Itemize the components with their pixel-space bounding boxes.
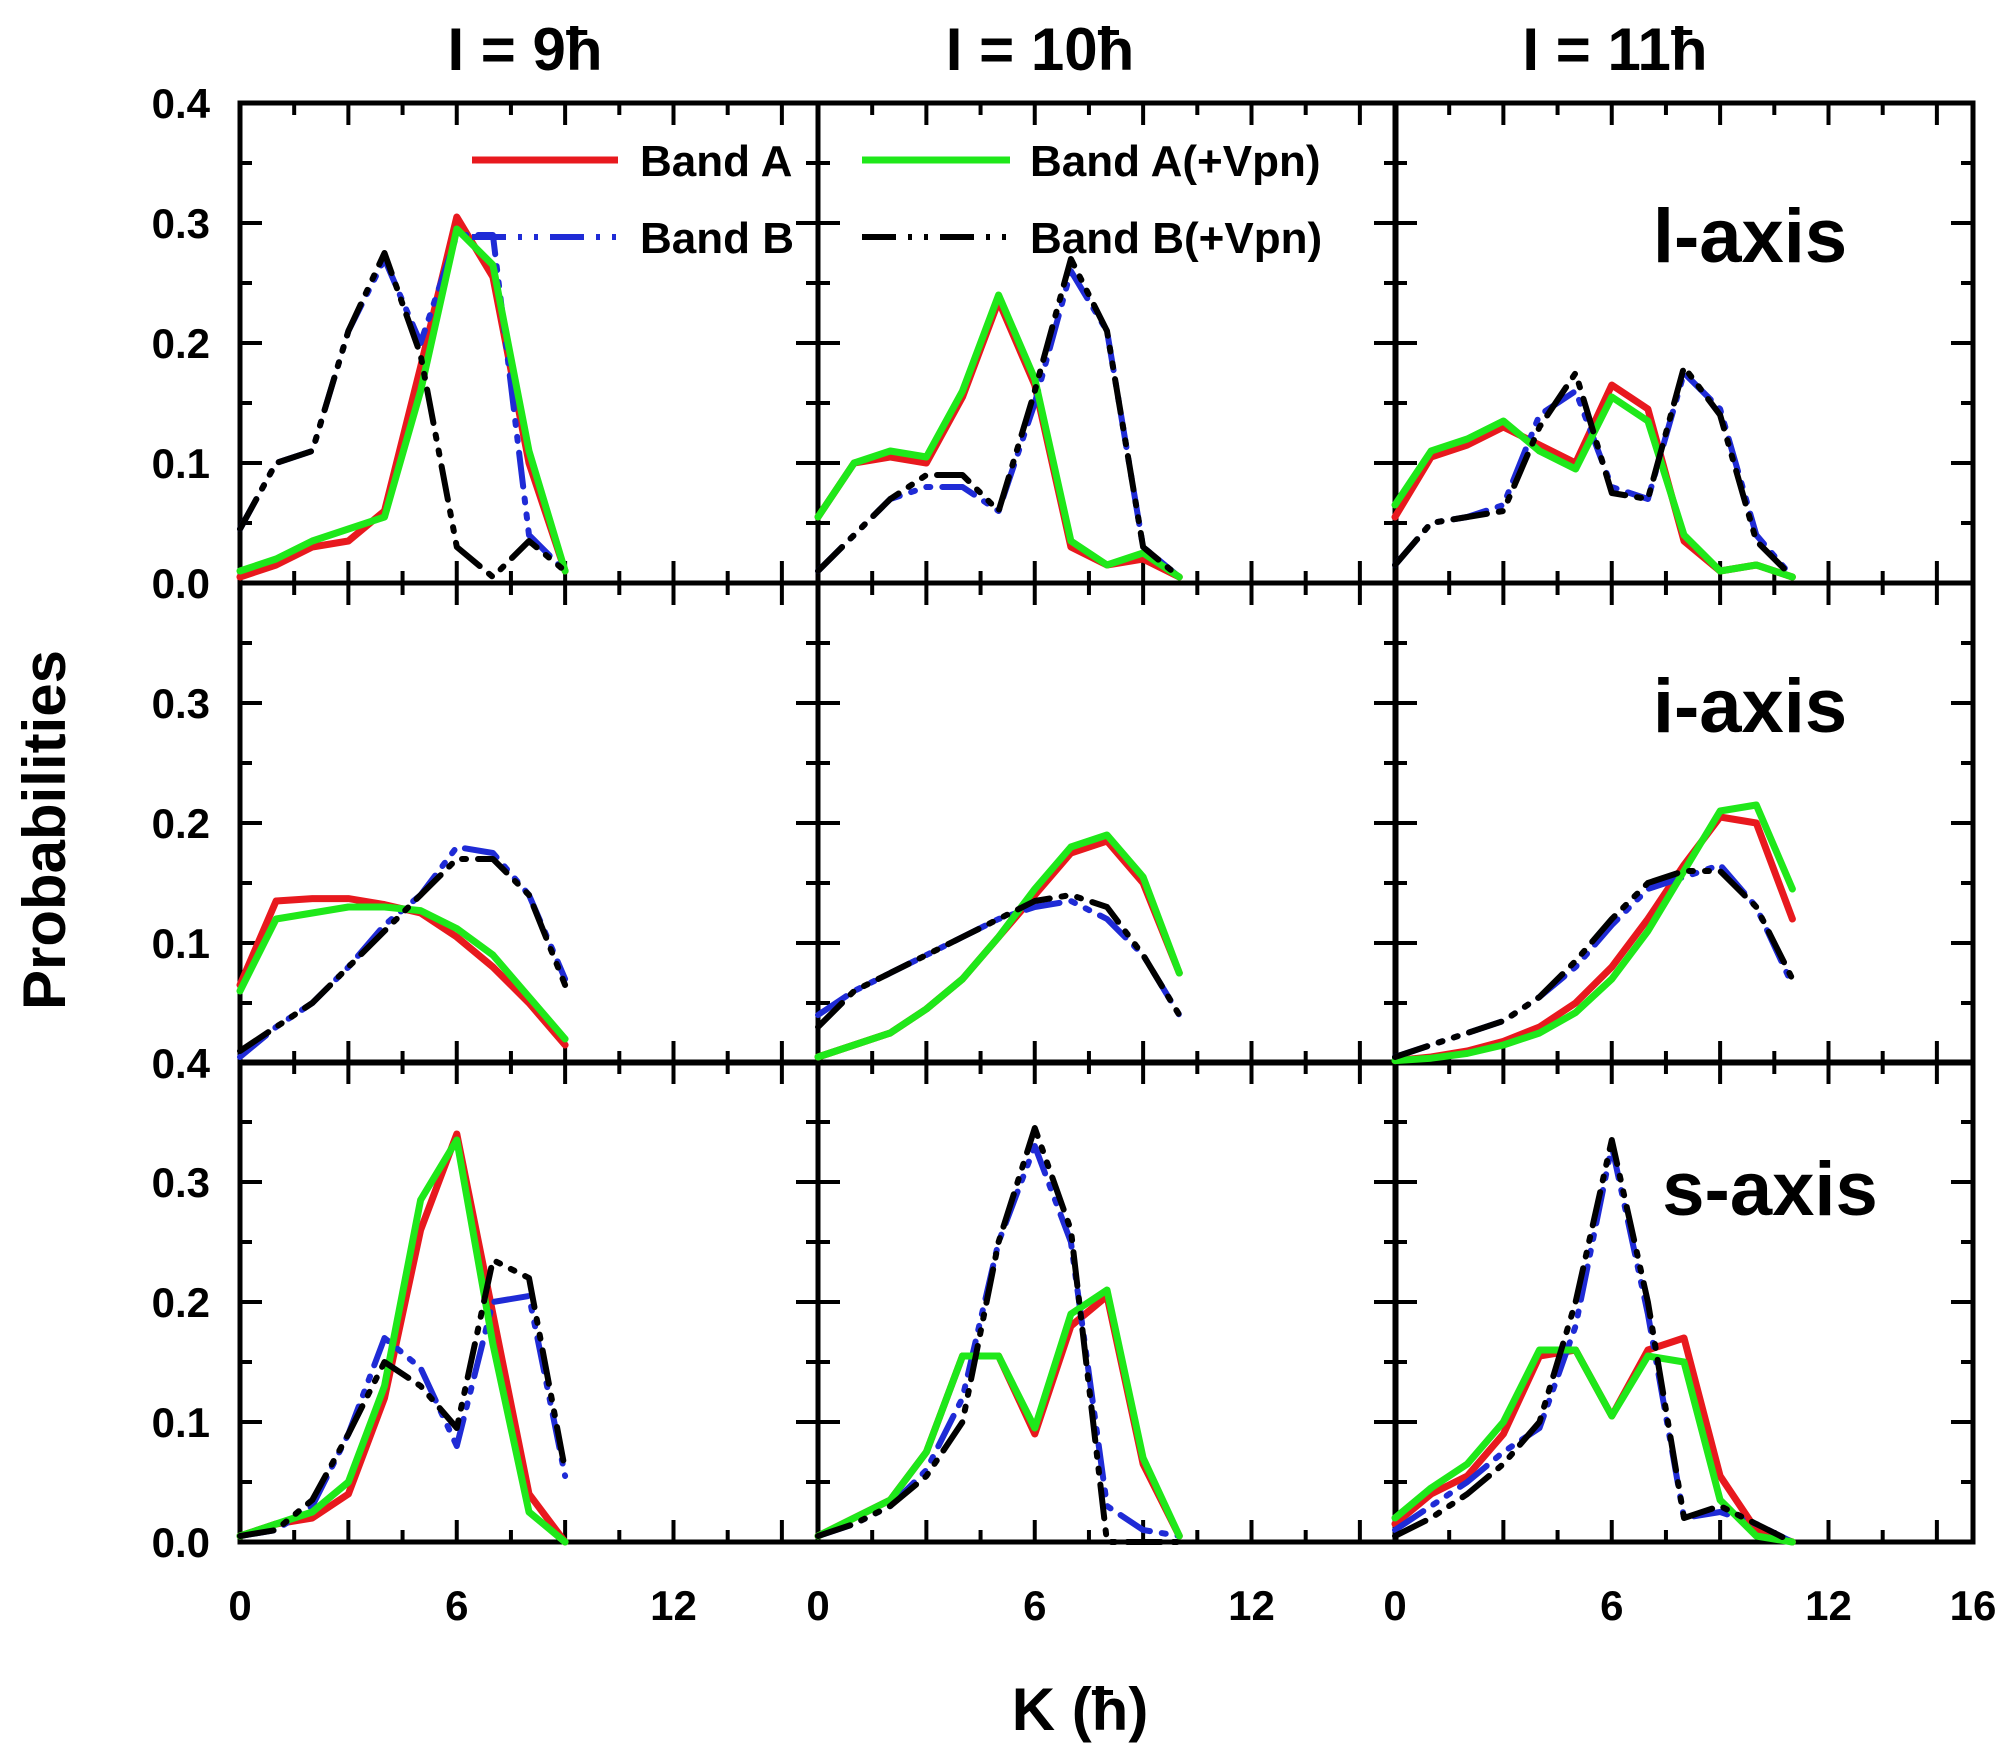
series-line-band-b-vpn--r2c0 — [237, 1257, 569, 1539]
y-tick-label: 0.2 — [152, 800, 210, 847]
series-line-band-b-vpn--r2c2 — [1392, 1137, 1796, 1545]
series-line-band-b-r1c2 — [1392, 862, 1796, 1060]
series-line-band-a-vpn--r2c0 — [236, 1136, 569, 1546]
y-tick-label: 0.4 — [152, 80, 211, 127]
x-tick-label: 16 — [1950, 1582, 1997, 1629]
column-title-1: I = 9ħ — [447, 16, 602, 83]
x-tick-label: 0 — [228, 1582, 251, 1629]
series-line-band-a-vpn--r0c0 — [236, 225, 569, 575]
x-axis-label: K (ħ) — [1012, 1676, 1149, 1743]
series-line-band-b-vpn--r1c1 — [815, 892, 1183, 1030]
series-line-band-a-vpn--r1c0 — [236, 903, 569, 1043]
y-tick-label: 0.3 — [152, 200, 210, 247]
y-tick-label: 0.2 — [152, 1279, 210, 1326]
y-tick-label: 0.4 — [152, 1040, 211, 1087]
y-tick-label: 0.1 — [152, 1399, 210, 1446]
x-tick-label: 6 — [445, 1582, 468, 1629]
series-line-band-b-vpn--r0c1 — [815, 256, 1183, 580]
row-label-i-axis: i-axis — [1653, 664, 1847, 749]
series-line-band-a-r2c1 — [814, 1292, 1183, 1540]
series-line-band-a-vpn--r0c1 — [814, 291, 1183, 581]
series-line-band-b-r1c1 — [815, 898, 1183, 1018]
y-tick-label: 0.0 — [152, 560, 210, 607]
chart-marks: 0.0 0.1 0.2 0.3 0.4 0.4 0.1 0.2 0.3 0.0 0.1 0.2 0.3 0… — [152, 80, 1997, 1629]
x-tick-label: 12 — [1805, 1582, 1852, 1629]
row-label-s-axis: s-axis — [1662, 1147, 1878, 1232]
x-tick-label: 12 — [1228, 1582, 1275, 1629]
y-tick-label: 0.0 — [152, 1519, 210, 1566]
y-tick-label: 0.2 — [152, 320, 210, 367]
series-line-band-a-r0c2 — [1391, 381, 1796, 581]
panel-frame-r1c1 — [815, 580, 1399, 1066]
series-line-band-b-vpn--r2c1 — [815, 1125, 1183, 1545]
series-line-band-b-vpn--r0c0 — [237, 250, 569, 580]
panel-frame-r1c2 — [1392, 580, 1976, 1066]
x-tick-label: 0 — [1383, 1582, 1406, 1629]
figure-text: I = 9ħ I = 10ħ I = 11ħ Probabilities K (… — [11, 16, 1878, 1743]
y-tick-label: 0.1 — [152, 440, 210, 487]
x-tick-label: 0 — [806, 1582, 829, 1629]
y-tick-label: 0.3 — [152, 680, 210, 727]
series-line-band-a-r2c0 — [236, 1130, 569, 1546]
x-tick-label: 6 — [1023, 1582, 1046, 1629]
series-line-band-a-vpn--r2c2 — [1391, 1346, 1796, 1546]
legend-label-band-b: Band B — [640, 214, 794, 263]
series-line-band-b-r2c1 — [815, 1143, 1183, 1539]
series-line-band-a-r1c0 — [236, 895, 569, 1049]
row-label-l-axis: l-axis — [1653, 194, 1847, 279]
y-tick-label: 0.3 — [152, 1159, 210, 1206]
column-title-2: I = 10ħ — [946, 16, 1134, 83]
series-line-band-b-r0c2 — [1392, 370, 1796, 580]
legend-label-band-a-vpn-: Band A(+Vpn) — [1030, 137, 1320, 186]
y-tick-label: 0.1 — [152, 920, 210, 967]
series-line-band-b-vpn--r0c2 — [1392, 364, 1796, 580]
series-line-band-a-vpn--r1c2 — [1391, 801, 1796, 1065]
legend-label-band-a: Band A — [640, 137, 792, 186]
series-line-band-a-vpn--r1c1 — [814, 831, 1183, 1061]
series-line-band-b-vpn--r1c0 — [237, 856, 569, 1054]
panel-frame-r2c0 — [237, 1059, 821, 1545]
column-title-3: I = 11ħ — [1522, 16, 1707, 83]
series-line-band-b-r2c0 — [237, 1293, 569, 1539]
series-line-band-a-vpn--r2c1 — [814, 1286, 1183, 1540]
series-line-band-b-vpn--r1c2 — [1392, 868, 1796, 1060]
series-line-band-a-r1c1 — [814, 837, 1183, 1061]
series-line-band-b-r2c2 — [1392, 1143, 1796, 1545]
x-tick-label: 6 — [1600, 1582, 1623, 1629]
legend-label-band-b-vpn-: Band B(+Vpn) — [1030, 214, 1322, 263]
y-axis-label: Probabilities — [11, 650, 78, 1010]
x-tick-label: 12 — [650, 1582, 697, 1629]
